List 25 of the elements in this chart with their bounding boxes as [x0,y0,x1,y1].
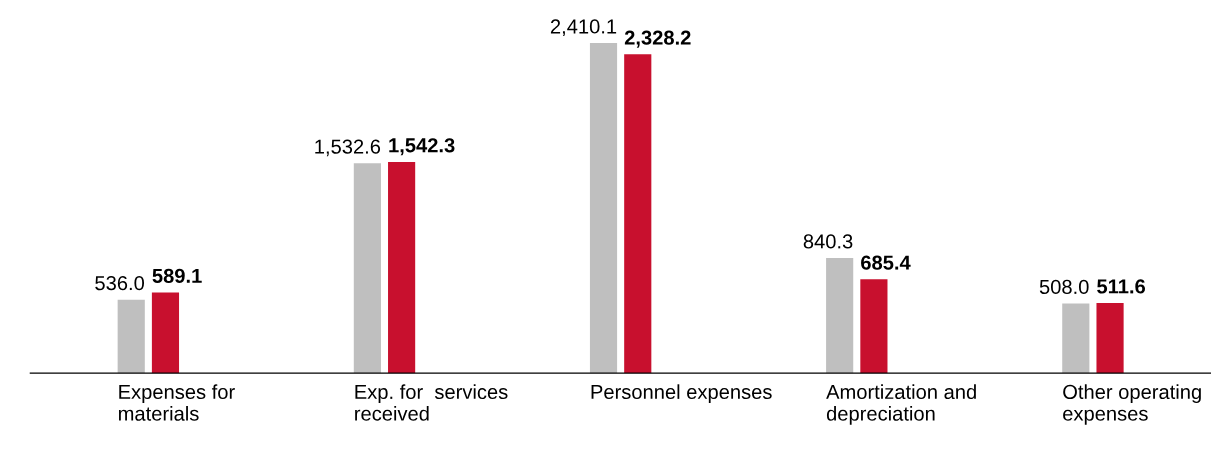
data-label: 589.1 [152,268,202,283]
bar [353,163,381,374]
data-label: 2,410.1 [550,19,617,36]
data-label: 840.3 [803,234,853,249]
bar [589,43,618,374]
bar [1062,303,1090,374]
bar [151,292,180,374]
data-label: 1,532.6 [315,139,381,157]
data-label: 2,328.2 [624,30,691,48]
data-label: 1,542.3 [389,138,455,156]
x-tick-label: Personnel expenses [591,384,772,404]
data-label: 685.4 [861,255,911,270]
data-label: 508.0 [1039,279,1089,295]
x-tick-label: Exp. for services received [355,384,508,421]
bar [624,54,652,374]
bar [860,279,888,374]
x-tick-label: Expenses for materials [118,384,235,421]
x-tick-label: Amortization and depreciation [826,384,976,425]
x-tick-label: Other operating expenses [1063,384,1201,425]
bar [826,258,854,374]
data-label: 511.6 [1097,279,1146,294]
bar [117,299,145,374]
data-label: 536.0 [95,275,145,291]
bar [388,161,416,374]
bar [1096,303,1124,374]
